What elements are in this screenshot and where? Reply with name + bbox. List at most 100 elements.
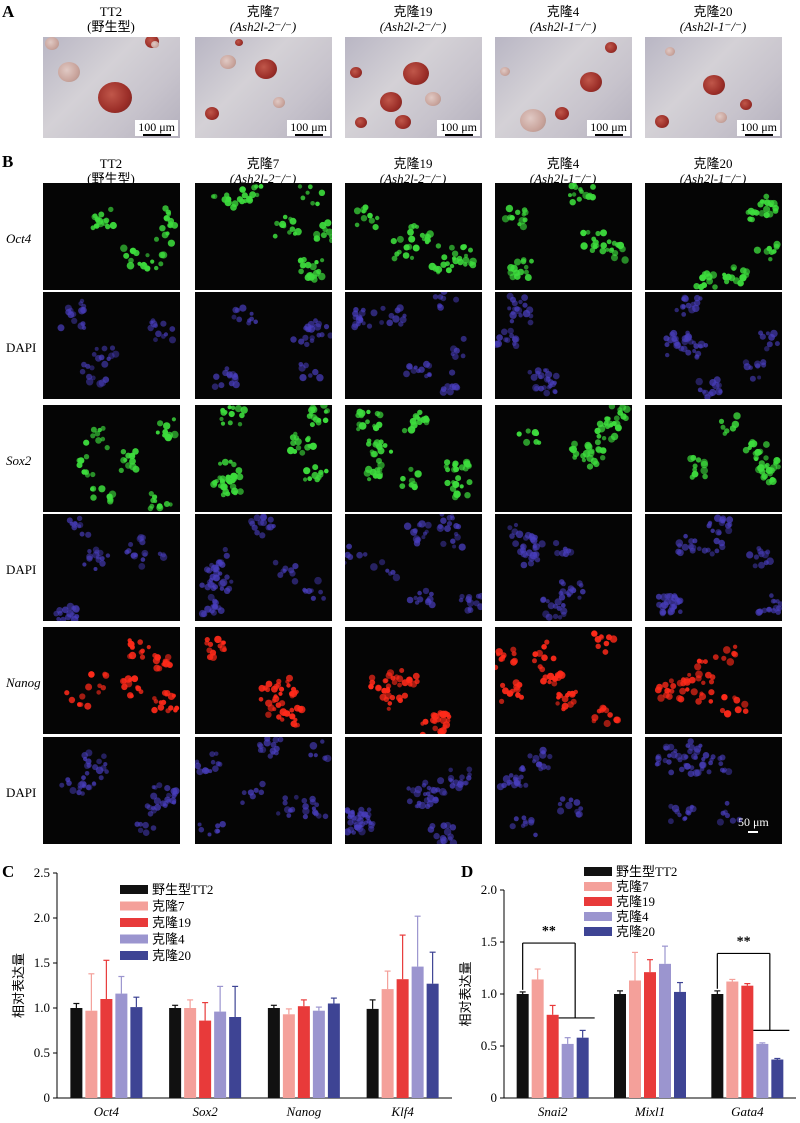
cell-nucleus [289, 434, 297, 441]
cell-nucleus [712, 654, 719, 660]
cell-nucleus [207, 593, 215, 601]
cell-nucleus [313, 230, 321, 239]
cell-nucleus [401, 692, 408, 699]
cell-nucleus [543, 389, 550, 397]
cell-nucleus [315, 201, 320, 207]
cell-nucleus [265, 524, 272, 531]
cell-nucleus [101, 345, 108, 352]
cell-nucleus [522, 302, 528, 308]
cell-nucleus [449, 244, 455, 251]
cell-nucleus [93, 567, 98, 571]
cell-nucleus [532, 759, 537, 764]
cell-nucleus [152, 653, 158, 658]
colony [395, 115, 411, 129]
cell-nucleus [99, 560, 106, 567]
cell-nucleus [602, 649, 609, 655]
column-genotype: (Ash2l-2⁻/⁻) [379, 171, 447, 186]
cell-nucleus [674, 808, 680, 815]
legend-swatch [120, 901, 148, 911]
cell-nucleus [761, 607, 768, 614]
cell-nucleus [313, 323, 322, 331]
cell-nucleus [366, 409, 371, 415]
cell-nucleus [137, 827, 144, 833]
cell-nucleus [759, 468, 766, 475]
cell-nucleus [316, 268, 322, 275]
cell-nucleus [138, 563, 146, 570]
cell-nucleus [444, 383, 451, 390]
cell-nucleus [289, 217, 297, 225]
cell-nucleus [360, 215, 368, 222]
bar [741, 985, 754, 1098]
cell-nucleus [394, 307, 401, 314]
cell-nucleus [757, 201, 764, 208]
cell-nucleus [742, 359, 750, 366]
cell-nucleus [85, 531, 92, 538]
legend-label: 克隆7 [616, 879, 649, 894]
cell-nucleus [716, 818, 724, 826]
cell-nucleus [150, 825, 157, 831]
cell-nucleus [149, 320, 154, 325]
cell-nucleus [508, 773, 514, 778]
cell-nucleus [219, 821, 226, 828]
fluorescence-image [195, 737, 332, 844]
cell-nucleus [309, 588, 314, 593]
column-name: 克隆19 [393, 4, 433, 19]
legend-swatch [584, 882, 612, 891]
cell-nucleus [212, 598, 218, 604]
cell-nucleus [197, 822, 202, 827]
cell-nucleus [423, 360, 430, 368]
cell-nucleus [366, 323, 373, 329]
cell-nucleus [540, 677, 547, 685]
cell-nucleus [307, 184, 313, 190]
cell-nucleus [414, 537, 421, 544]
cell-nucleus [567, 701, 574, 708]
cell-nucleus [447, 833, 454, 840]
cell-nucleus [668, 803, 674, 809]
cell-nucleus [388, 571, 393, 576]
cell-nucleus [157, 420, 164, 427]
cell-nucleus [775, 457, 780, 462]
cell-nucleus [306, 272, 312, 279]
cell-nucleus [320, 405, 328, 409]
cell-nucleus [522, 309, 531, 318]
cell-nucleus [160, 552, 166, 558]
cell-nucleus [612, 250, 619, 257]
cell-nucleus [546, 672, 555, 681]
cell-nucleus [363, 469, 371, 477]
y-tick-label: 1.0 [34, 1000, 50, 1015]
cell-nucleus [727, 522, 733, 528]
scale-bar-label: 50 μm [738, 815, 769, 829]
cell-nucleus [288, 567, 295, 574]
cell-nucleus [291, 578, 299, 585]
cell-nucleus [86, 553, 94, 561]
cell-nucleus [376, 471, 383, 478]
cell-nucleus [165, 231, 170, 236]
cell-nucleus [513, 686, 521, 693]
cell-nucleus [507, 214, 514, 221]
cell-nucleus [258, 789, 265, 796]
cell-nucleus [416, 368, 421, 374]
cell-nucleus [534, 557, 541, 563]
legend-swatch [584, 927, 612, 936]
cell-nucleus [212, 765, 219, 772]
cell-nucleus [524, 274, 532, 281]
cell-nucleus [451, 383, 460, 391]
fluorescence-image [345, 737, 482, 844]
cell-nucleus [129, 457, 136, 465]
cell-nucleus [262, 685, 268, 691]
cell-nucleus [169, 336, 176, 344]
cell-nucleus [557, 615, 563, 620]
cell-nucleus [406, 363, 413, 370]
cell-nucleus [523, 269, 529, 275]
cell-nucleus [282, 214, 288, 220]
cell-nucleus [267, 753, 273, 759]
cell-nucleus [555, 673, 561, 679]
cell-nucleus [772, 249, 777, 254]
bar [629, 980, 641, 1098]
cell-nucleus [166, 662, 173, 668]
cell-nucleus [532, 544, 537, 549]
cell-nucleus [515, 692, 521, 698]
cell-nucleus [314, 576, 322, 585]
cell-nucleus [217, 607, 225, 614]
cell-nucleus [320, 232, 327, 239]
